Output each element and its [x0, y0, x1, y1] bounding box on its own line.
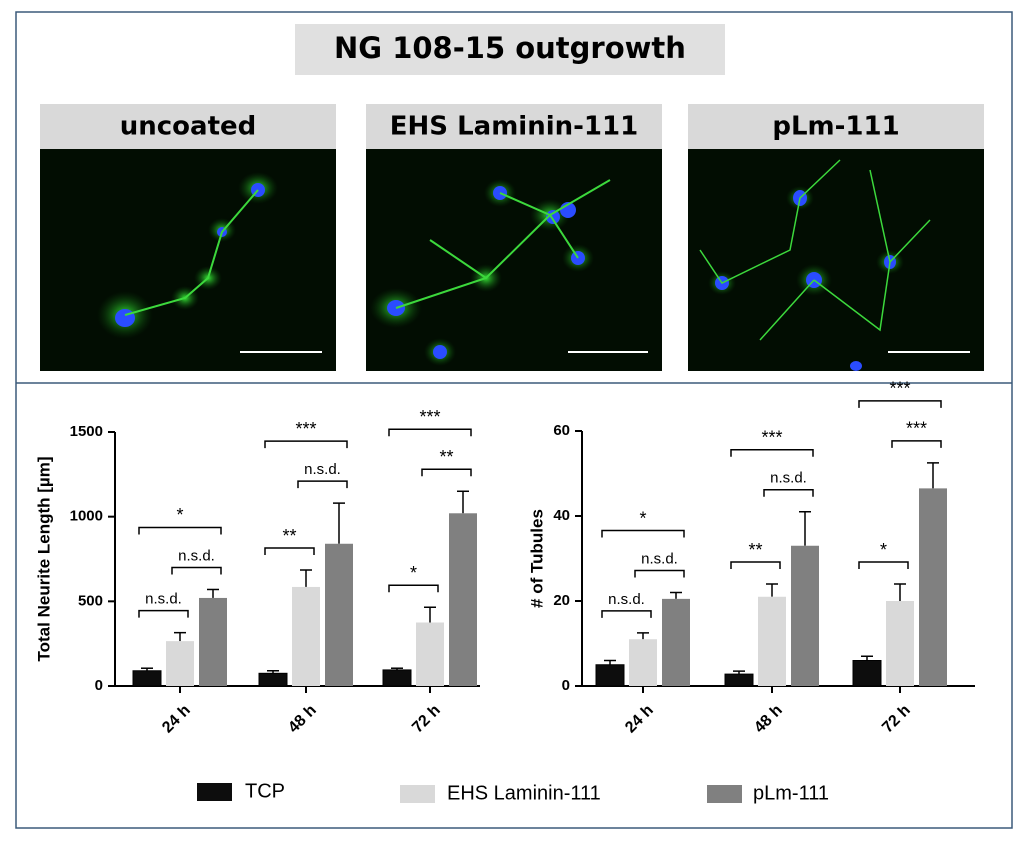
significance-label: *** [906, 419, 927, 439]
bar [166, 641, 194, 686]
bar [595, 664, 625, 687]
significance-label: ** [439, 447, 453, 467]
y-tick-label: 60 [553, 422, 570, 439]
significance-label: *** [419, 407, 440, 427]
significance-label: *** [295, 419, 316, 439]
bar [325, 543, 353, 686]
significance-bracket [264, 547, 315, 556]
significance-bracket [601, 529, 685, 538]
y-axis-label: # of Tubules [527, 509, 546, 608]
bar [416, 622, 444, 686]
bar [852, 660, 882, 687]
significance-label: n.s.d. [145, 591, 182, 608]
significance-label: *** [761, 428, 782, 448]
x-tick-label: 72 h [409, 702, 444, 737]
legend-swatch [197, 783, 232, 801]
legend-label: EHS Laminin-111 [447, 782, 601, 804]
significance-label: * [880, 540, 887, 560]
significance-label: n.s.d. [304, 461, 341, 478]
y-tick-label: 500 [78, 592, 103, 609]
x-tick-label: 48 h [751, 702, 786, 737]
x-tick-label: 72 h [879, 702, 914, 737]
figure-title: NG 108-15 outgrowth [334, 31, 686, 65]
panel-label-box [40, 104, 336, 149]
bar [382, 669, 412, 687]
legend-swatch [400, 785, 435, 803]
bar [662, 598, 690, 686]
bar [258, 672, 288, 687]
significance-bracket [171, 566, 222, 575]
bar [132, 670, 162, 687]
significance-label: *** [889, 379, 910, 399]
x-tick-label: 24 h [622, 702, 657, 737]
significance-bracket [421, 468, 472, 477]
frame [15, 11, 1013, 829]
x-tick-label: 48 h [285, 702, 320, 737]
y-tick-label: 1500 [70, 423, 103, 440]
significance-bracket [388, 584, 439, 593]
significance-bracket [297, 480, 348, 489]
significance-label: * [410, 563, 417, 583]
bar [629, 639, 657, 686]
legend-label: pLm-111 [753, 782, 829, 804]
x-tick-label: 24 h [159, 702, 194, 737]
bar [791, 545, 819, 686]
legend: TCP EHS Laminin-111 pLm-111 [197, 780, 829, 804]
bar [292, 586, 320, 686]
significance-bracket [730, 561, 781, 569]
legend-swatch [707, 785, 742, 803]
panel-label-box [688, 104, 984, 149]
y-tick-label: 1000 [70, 508, 103, 525]
significance-bracket [891, 440, 942, 448]
significance-label: * [176, 505, 183, 525]
significance-bracket [138, 609, 189, 618]
significance-bracket [858, 561, 909, 569]
significance-label: ** [282, 526, 296, 546]
y-tick-label: 20 [553, 592, 570, 609]
bar [919, 488, 947, 686]
panel-label-box [366, 104, 662, 149]
y-axis-label: Total Neurite Length [µm] [34, 457, 53, 662]
bar [886, 601, 914, 686]
micrograph [40, 149, 336, 371]
y-tick-label: 0 [95, 677, 103, 694]
panel-label: EHS Laminin-111 [390, 112, 638, 142]
significance-label: n.s.d. [178, 547, 215, 564]
panel-label: pLm-111 [772, 112, 899, 142]
title-box [295, 24, 725, 75]
significance-label: n.s.d. [770, 470, 807, 487]
significance-bracket [763, 489, 814, 497]
significance-bracket [601, 610, 652, 618]
significance-bracket [138, 526, 222, 535]
significance-bracket [730, 449, 814, 457]
significance-label: * [639, 508, 646, 528]
bar [724, 673, 754, 687]
bar [758, 596, 786, 686]
significance-bracket [388, 428, 472, 437]
significance-label: n.s.d. [641, 550, 678, 567]
significance-bracket [634, 569, 685, 578]
legend-label: TCP [245, 780, 285, 802]
significance-bracket [264, 440, 348, 449]
micrograph [688, 149, 984, 371]
y-tick-label: 0 [562, 677, 570, 694]
significance-label: n.s.d. [608, 591, 645, 608]
bar [199, 597, 227, 686]
y-tick-label: 40 [553, 507, 570, 524]
panel-label: uncoated [120, 112, 257, 142]
significance-label: ** [748, 540, 762, 560]
bar [449, 513, 477, 686]
micrograph [366, 149, 662, 371]
significance-bracket [858, 400, 942, 408]
